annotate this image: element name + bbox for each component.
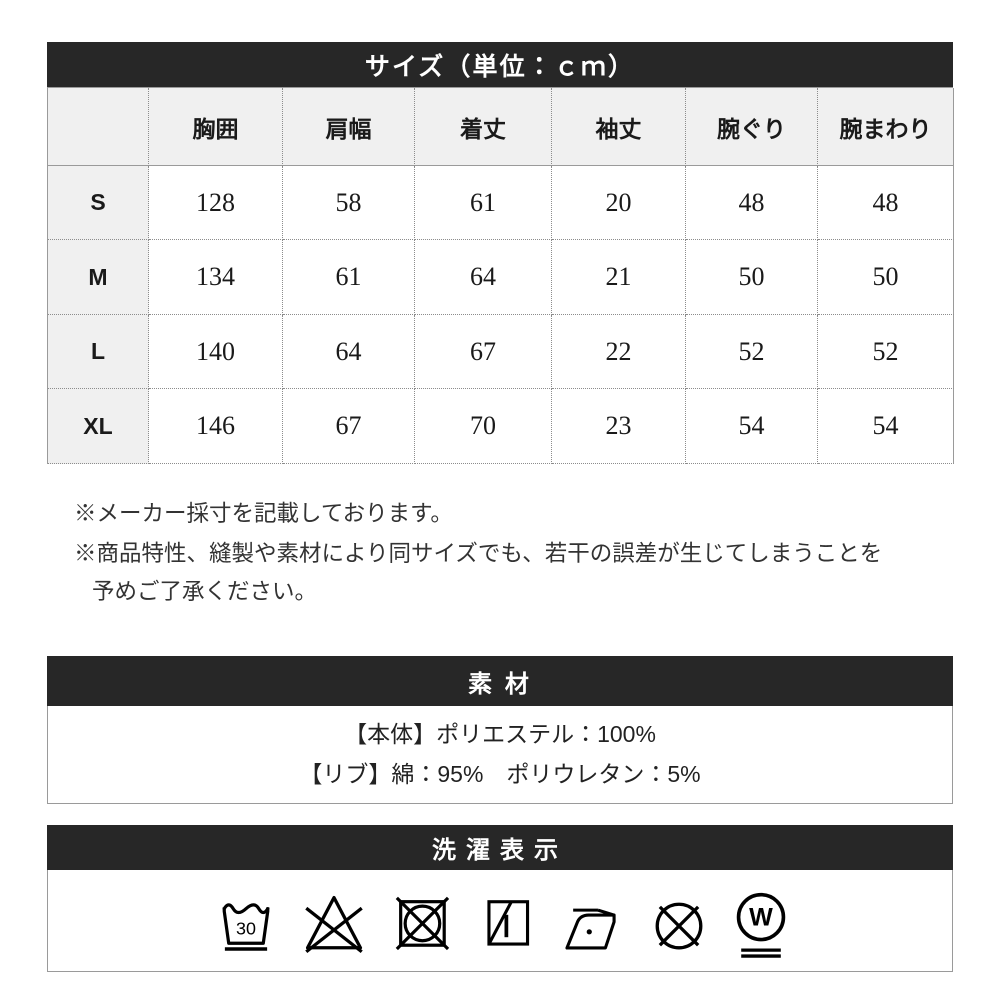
svg-text:W: W xyxy=(749,904,773,932)
svg-text:30: 30 xyxy=(236,918,256,938)
